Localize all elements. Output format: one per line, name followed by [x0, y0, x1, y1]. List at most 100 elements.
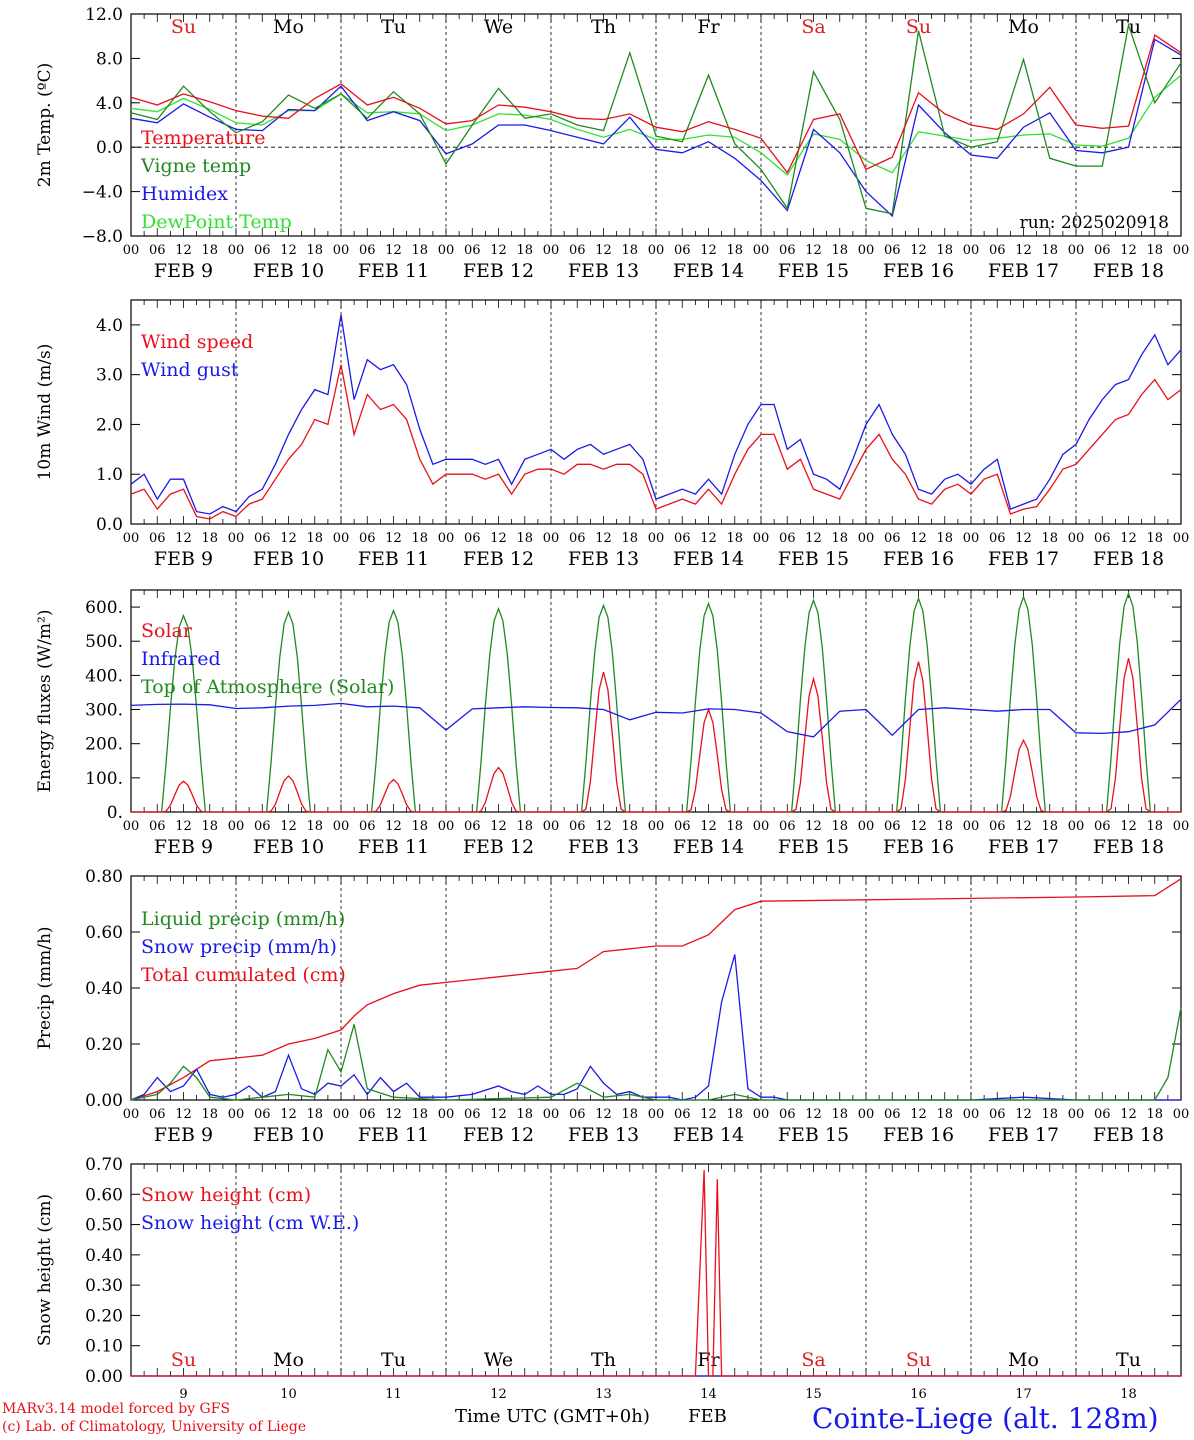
- y-tick-label: 2.0: [96, 415, 123, 435]
- x-hour-label: 00: [228, 819, 245, 834]
- series-line-temperature: [130, 34, 1182, 174]
- series-line-wind-speed: [130, 364, 1182, 520]
- x-hour-label: 06: [674, 1107, 691, 1122]
- y-tick-label: 0.60: [85, 923, 123, 943]
- x-hour-label: 06: [884, 819, 901, 834]
- x-hour-label: 12: [385, 531, 402, 546]
- x-date-label: FEB 13: [568, 836, 639, 858]
- y-tick-label: 0.70: [85, 1155, 123, 1175]
- x-date-label: FEB 9: [154, 1124, 213, 1146]
- x-day-number: 9: [179, 1387, 187, 1402]
- series-line-vigne-temp: [130, 22, 1182, 215]
- legend-entry: Wind gust: [141, 359, 239, 381]
- x-hour-label: 06: [569, 819, 586, 834]
- x-hour-label: 06: [989, 819, 1006, 834]
- month-label: FEB: [688, 1406, 727, 1427]
- x-hour-label: 00: [1068, 531, 1085, 546]
- x-hour-label: 06: [1094, 531, 1111, 546]
- x-date-label: FEB 15: [778, 1124, 849, 1146]
- x-hour-label: 18: [516, 243, 533, 258]
- x-hour-label: 06: [884, 1107, 901, 1122]
- y-tick-label: 100.: [85, 769, 123, 789]
- weekday-label: Su: [906, 16, 931, 38]
- x-hour-label: 06: [1094, 243, 1111, 258]
- x-hour-label: 00: [543, 1107, 560, 1122]
- legend-entry: Solar: [141, 620, 193, 642]
- x-day-number: 11: [385, 1387, 402, 1402]
- x-hour-label: 00: [753, 531, 770, 546]
- x-hour-label: 12: [700, 243, 717, 258]
- x-date-label: FEB 11: [358, 548, 429, 570]
- x-hour-label: 18: [831, 531, 848, 546]
- y-tick-label: 0.20: [85, 1035, 123, 1055]
- y-tick-label: 0.40: [85, 979, 123, 999]
- weekday-label: Mo: [273, 16, 304, 38]
- weekday-label: Su: [906, 1349, 931, 1371]
- y-tick-label: 0.80: [85, 867, 123, 887]
- x-date-label: FEB 14: [673, 1124, 744, 1146]
- x-date-label: FEB 13: [568, 1124, 639, 1146]
- x-hour-label: 06: [674, 819, 691, 834]
- x-hour-label: 00: [438, 1107, 455, 1122]
- x-hour-label: 12: [805, 1107, 822, 1122]
- weekday-label: Mo: [1008, 16, 1039, 38]
- x-hour-label: 12: [175, 243, 192, 258]
- x-hour-label: 00: [648, 1107, 665, 1122]
- y-axis-label: 2m Temp. (ºC): [35, 63, 55, 188]
- x-day-number: 12: [490, 1387, 507, 1402]
- x-hour-label: 06: [779, 531, 796, 546]
- x-hour-label: 12: [910, 1107, 927, 1122]
- y-tick-label: 0.: [107, 803, 123, 823]
- x-hour-label: 18: [201, 819, 218, 834]
- x-hour-label: 12: [910, 243, 927, 258]
- x-date-label: FEB 9: [154, 836, 213, 858]
- x-hour-label: 06: [674, 243, 691, 258]
- x-date-label: FEB 17: [988, 548, 1059, 570]
- x-date-label: FEB 16: [883, 836, 954, 858]
- x-date-label: FEB 14: [673, 836, 744, 858]
- x-hour-label: 06: [569, 243, 586, 258]
- x-hour-label: 06: [989, 243, 1006, 258]
- x-hour-label: 12: [805, 243, 822, 258]
- x-date-label: FEB 16: [883, 548, 954, 570]
- series-line-snow-precip-mm-h-: [130, 954, 1181, 1101]
- x-hour-label: 06: [674, 531, 691, 546]
- chart-panel-4: 0.00 0.20 0.40 0.60 0.80 Precip (mm/h) 00 06 12 1…: [35, 867, 1189, 1146]
- x-hour-label: 12: [280, 243, 297, 258]
- x-hour-label: 12: [805, 531, 822, 546]
- x-date-label: FEB 13: [568, 260, 639, 282]
- x-hour-label: 00: [543, 531, 560, 546]
- y-tick-label: 8.0: [96, 49, 123, 69]
- x-date-label: FEB 17: [988, 260, 1059, 282]
- x-hour-label: 18: [1146, 819, 1163, 834]
- legend-entry: Infrared: [141, 648, 221, 670]
- x-hour-label: 12: [1015, 819, 1032, 834]
- weekday-label: We: [484, 1349, 513, 1371]
- run-label: run: 2025020918: [1020, 213, 1169, 233]
- x-hour-label: 12: [490, 531, 507, 546]
- legend-entry: Snow height (cm): [141, 1184, 311, 1206]
- plot-frame: [130, 299, 1182, 525]
- x-hour-label: 12: [280, 531, 297, 546]
- x-hour-label: 12: [1120, 243, 1137, 258]
- legend-entry: Temperature: [141, 127, 265, 149]
- weekday-label: Th: [591, 1349, 616, 1371]
- series-line-wind-gust: [130, 314, 1182, 515]
- x-hour-label: 06: [254, 531, 271, 546]
- x-hour-label: 06: [989, 531, 1006, 546]
- x-day-number: 16: [910, 1387, 927, 1402]
- chart-panel-1: −8.0 −4.0 0.0 4.0 8.0 12.0 2m Temp. (ºC) 00 06 12…: [35, 5, 1189, 282]
- x-hour-label: 06: [149, 531, 166, 546]
- x-hour-label: 18: [411, 531, 428, 546]
- x-hour-label: 18: [936, 243, 953, 258]
- weekday-label: Fr: [697, 1349, 720, 1371]
- x-date-label: FEB 13: [568, 548, 639, 570]
- y-tick-label: 0.10: [85, 1337, 123, 1357]
- x-hour-label: 12: [1120, 531, 1137, 546]
- x-date-label: FEB 15: [778, 260, 849, 282]
- x-hour-label: 12: [595, 243, 612, 258]
- weekday-label: Sa: [801, 16, 825, 38]
- series-line-infrared: [130, 698, 1182, 738]
- x-date-label: FEB 18: [1093, 260, 1164, 282]
